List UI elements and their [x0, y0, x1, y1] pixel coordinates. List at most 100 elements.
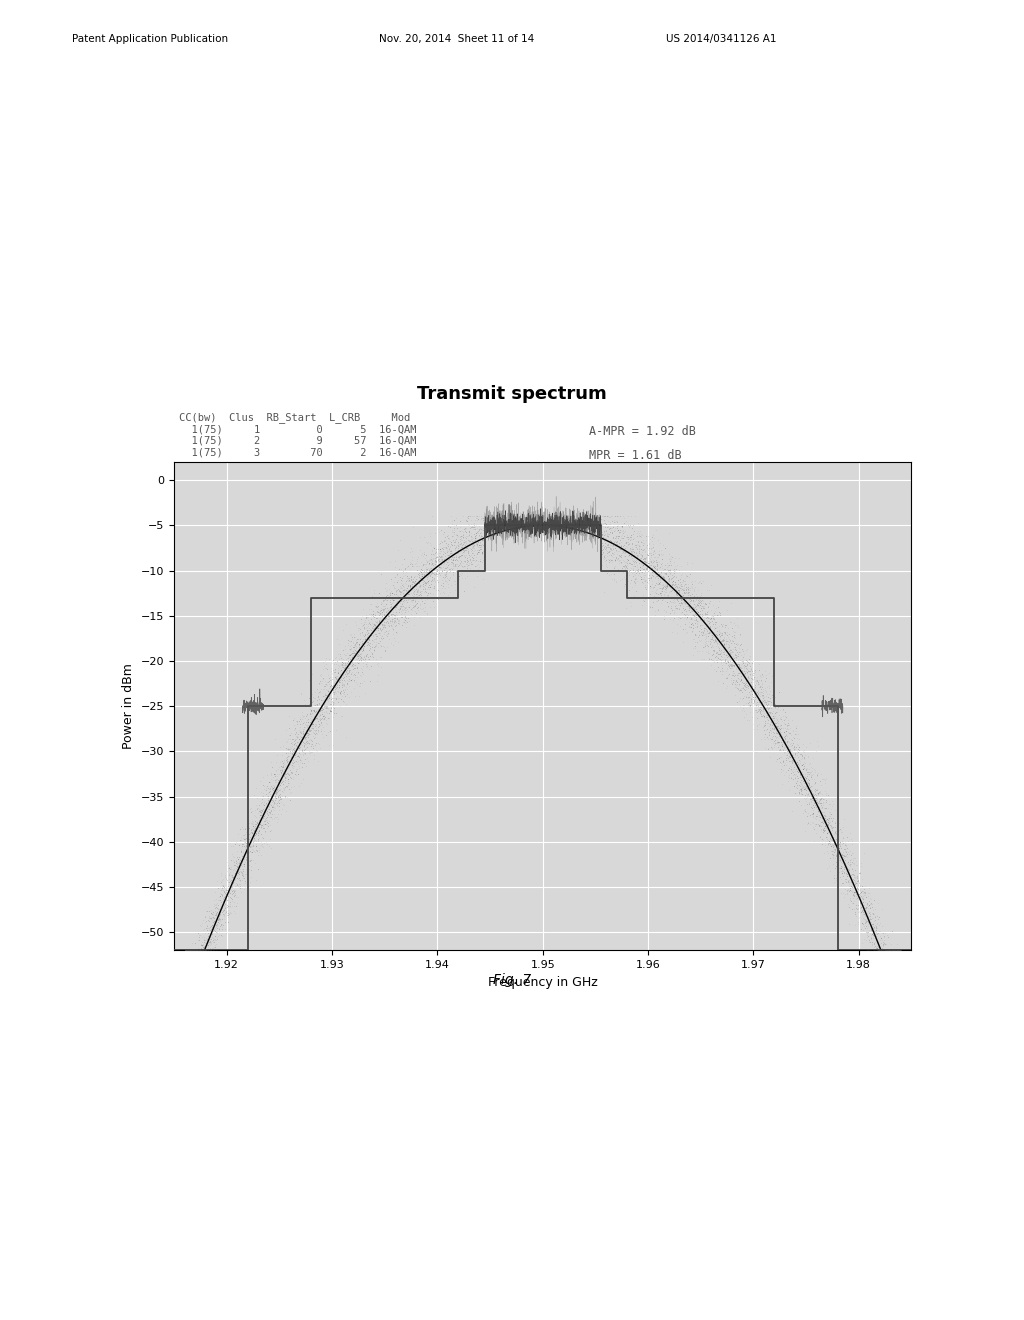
Point — [795, 759, 811, 780]
Point — [341, 638, 357, 659]
Point — [654, 544, 671, 565]
Point — [700, 597, 717, 618]
Point — [671, 583, 687, 605]
Point — [671, 560, 687, 581]
Point — [637, 589, 653, 610]
Point — [384, 587, 400, 609]
Point — [248, 822, 264, 843]
Point — [330, 668, 346, 689]
Point — [790, 752, 806, 774]
Point — [441, 541, 458, 562]
Point — [442, 536, 459, 557]
Point — [800, 747, 816, 768]
Point — [831, 836, 848, 857]
Point — [835, 883, 851, 904]
Point — [685, 605, 701, 626]
Point — [392, 598, 409, 619]
Point — [246, 830, 262, 851]
Point — [821, 820, 838, 841]
Point — [813, 792, 829, 813]
Point — [303, 719, 319, 741]
Point — [237, 873, 253, 894]
Point — [425, 554, 441, 576]
Point — [783, 743, 800, 764]
Point — [760, 738, 776, 759]
Point — [615, 543, 632, 564]
Point — [757, 660, 773, 681]
Point — [259, 804, 275, 825]
Point — [325, 696, 341, 717]
Point — [331, 676, 347, 697]
Point — [299, 722, 315, 743]
Point — [752, 675, 768, 696]
Point — [830, 820, 847, 841]
Point — [215, 899, 231, 920]
Point — [867, 909, 884, 931]
Point — [674, 594, 690, 615]
Point — [182, 940, 199, 961]
Point — [687, 591, 703, 612]
Point — [757, 692, 773, 713]
Point — [853, 887, 869, 908]
Point — [434, 576, 451, 597]
Point — [188, 940, 205, 961]
Point — [256, 791, 272, 812]
Point — [213, 913, 229, 935]
Point — [714, 647, 730, 668]
Point — [193, 940, 209, 961]
Point — [347, 638, 364, 659]
Point — [864, 903, 881, 924]
Point — [634, 525, 650, 546]
Point — [212, 911, 228, 932]
Point — [305, 718, 322, 739]
Point — [750, 671, 766, 692]
Point — [663, 577, 679, 598]
Point — [760, 693, 776, 714]
Point — [861, 919, 878, 940]
Point — [183, 940, 200, 961]
Point — [210, 925, 226, 946]
Point — [846, 898, 862, 919]
Point — [771, 738, 787, 759]
Point — [382, 582, 398, 603]
Point — [272, 764, 289, 785]
Point — [267, 772, 284, 793]
Point — [892, 940, 908, 961]
Point — [352, 645, 369, 667]
Point — [293, 750, 309, 771]
Point — [831, 849, 848, 870]
Point — [893, 940, 909, 961]
Point — [775, 709, 792, 730]
Point — [457, 550, 473, 572]
Point — [799, 793, 815, 814]
Point — [630, 564, 646, 585]
Point — [787, 747, 804, 768]
Point — [380, 623, 396, 644]
Point — [781, 734, 798, 755]
Point — [273, 759, 290, 780]
Point — [446, 539, 463, 560]
Point — [888, 940, 904, 961]
Point — [226, 851, 243, 873]
Point — [212, 886, 228, 907]
Point — [260, 783, 276, 804]
Point — [618, 527, 635, 548]
Point — [725, 669, 741, 690]
Point — [467, 525, 483, 546]
Point — [883, 940, 899, 961]
Point — [728, 671, 744, 692]
Point — [186, 940, 203, 961]
Point — [409, 593, 425, 614]
Point — [463, 523, 479, 544]
Point — [391, 599, 408, 620]
Point — [209, 913, 225, 935]
Point — [639, 577, 655, 598]
Point — [438, 532, 455, 553]
Point — [461, 513, 477, 535]
Point — [349, 618, 366, 639]
Point — [802, 788, 818, 809]
Point — [296, 743, 312, 764]
Point — [725, 672, 741, 693]
Point — [754, 692, 770, 713]
Point — [871, 940, 888, 961]
